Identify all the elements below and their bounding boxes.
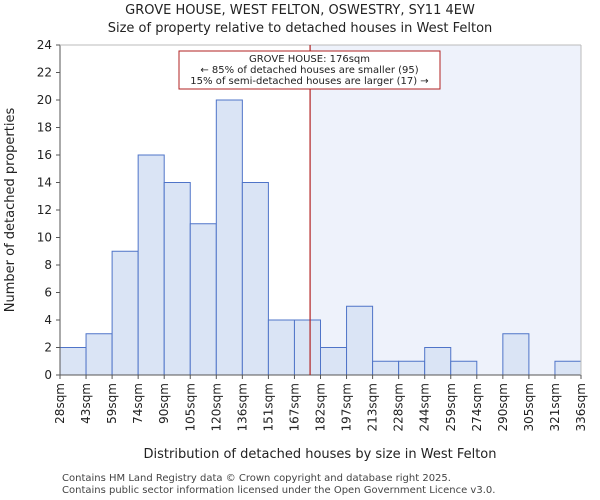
x-tick-label: 274sqm bbox=[470, 383, 484, 431]
y-tick-label: 12 bbox=[37, 203, 52, 217]
y-tick-label: 22 bbox=[37, 66, 52, 80]
bar-213sqm bbox=[372, 360, 400, 376]
x-tick-label: 136sqm bbox=[235, 383, 249, 431]
footer-licence: Contains public sector information licen… bbox=[62, 485, 496, 496]
x-tick-label: 228sqm bbox=[392, 383, 406, 431]
x-tick-label: 197sqm bbox=[340, 383, 354, 431]
bar-105sqm bbox=[189, 223, 217, 376]
y-tick-label: 4 bbox=[44, 313, 52, 327]
annotation-larger: 15% of semi-detached houses are larger (… bbox=[190, 76, 428, 87]
chart-subtitle: Size of property relative to detached ho… bbox=[107, 21, 493, 36]
y-tick-label: 20 bbox=[37, 93, 52, 107]
y-tick-label: 6 bbox=[44, 286, 52, 300]
y-tick-label: 14 bbox=[37, 176, 52, 190]
x-tick-label: 321sqm bbox=[548, 383, 562, 431]
x-tick-label: 167sqm bbox=[287, 383, 301, 431]
x-tick-label: 259sqm bbox=[444, 383, 458, 431]
y-tick-label: 2 bbox=[44, 341, 52, 355]
bar-290sqm bbox=[502, 333, 530, 376]
x-tick-label: 336sqm bbox=[574, 383, 588, 431]
x-tick-label: 90sqm bbox=[157, 383, 171, 424]
y-tick-label: 16 bbox=[37, 148, 52, 162]
x-tick-label: 151sqm bbox=[261, 383, 275, 431]
x-tick-label: 305sqm bbox=[522, 383, 536, 431]
y-tick-label: 24 bbox=[37, 38, 52, 52]
bar-90sqm bbox=[163, 182, 191, 376]
bar-321sqm bbox=[554, 360, 582, 376]
x-tick-label: 182sqm bbox=[314, 383, 328, 431]
bar-151sqm bbox=[267, 319, 295, 376]
y-tick-label: 18 bbox=[37, 121, 52, 135]
x-tick-label: 120sqm bbox=[209, 383, 223, 431]
x-tick-label: 105sqm bbox=[183, 383, 197, 431]
footer-copyright: Contains HM Land Registry data © Crown c… bbox=[62, 473, 451, 484]
x-tick-label: 213sqm bbox=[366, 383, 380, 431]
bar-120sqm bbox=[215, 99, 243, 376]
x-tick-label: 290sqm bbox=[496, 383, 510, 431]
bar-197sqm bbox=[346, 305, 374, 376]
y-tick-label: 8 bbox=[44, 258, 52, 272]
y-axis-label: Number of detached properties bbox=[3, 108, 18, 313]
x-tick-label: 28sqm bbox=[53, 383, 67, 424]
bar-59sqm bbox=[111, 250, 139, 376]
x-tick-label: 43sqm bbox=[79, 383, 93, 424]
x-tick-label: 244sqm bbox=[418, 383, 432, 431]
x-tick-label: 59sqm bbox=[105, 383, 119, 424]
bar-43sqm bbox=[85, 333, 113, 376]
annotation-smaller: ← 85% of detached houses are smaller (95… bbox=[200, 65, 418, 76]
bar-182sqm bbox=[320, 347, 348, 376]
bar-28sqm bbox=[59, 347, 87, 376]
x-axis-label: Distribution of detached houses by size … bbox=[144, 447, 497, 462]
bar-136sqm bbox=[241, 182, 269, 376]
y-tick-label: 0 bbox=[44, 368, 52, 382]
annotation-title: GROVE HOUSE: 176sqm bbox=[249, 54, 370, 65]
bar-259sqm bbox=[450, 360, 478, 376]
bar-167sqm bbox=[293, 319, 322, 376]
x-tick-label: 74sqm bbox=[131, 383, 145, 424]
chart-title: GROVE HOUSE, WEST FELTON, OSWESTRY, SY11… bbox=[125, 3, 475, 18]
bar-228sqm bbox=[398, 360, 426, 376]
annotation-box bbox=[178, 50, 441, 90]
bar-74sqm bbox=[137, 154, 165, 376]
bar-244sqm bbox=[424, 347, 452, 376]
y-tick-label: 10 bbox=[37, 231, 52, 245]
